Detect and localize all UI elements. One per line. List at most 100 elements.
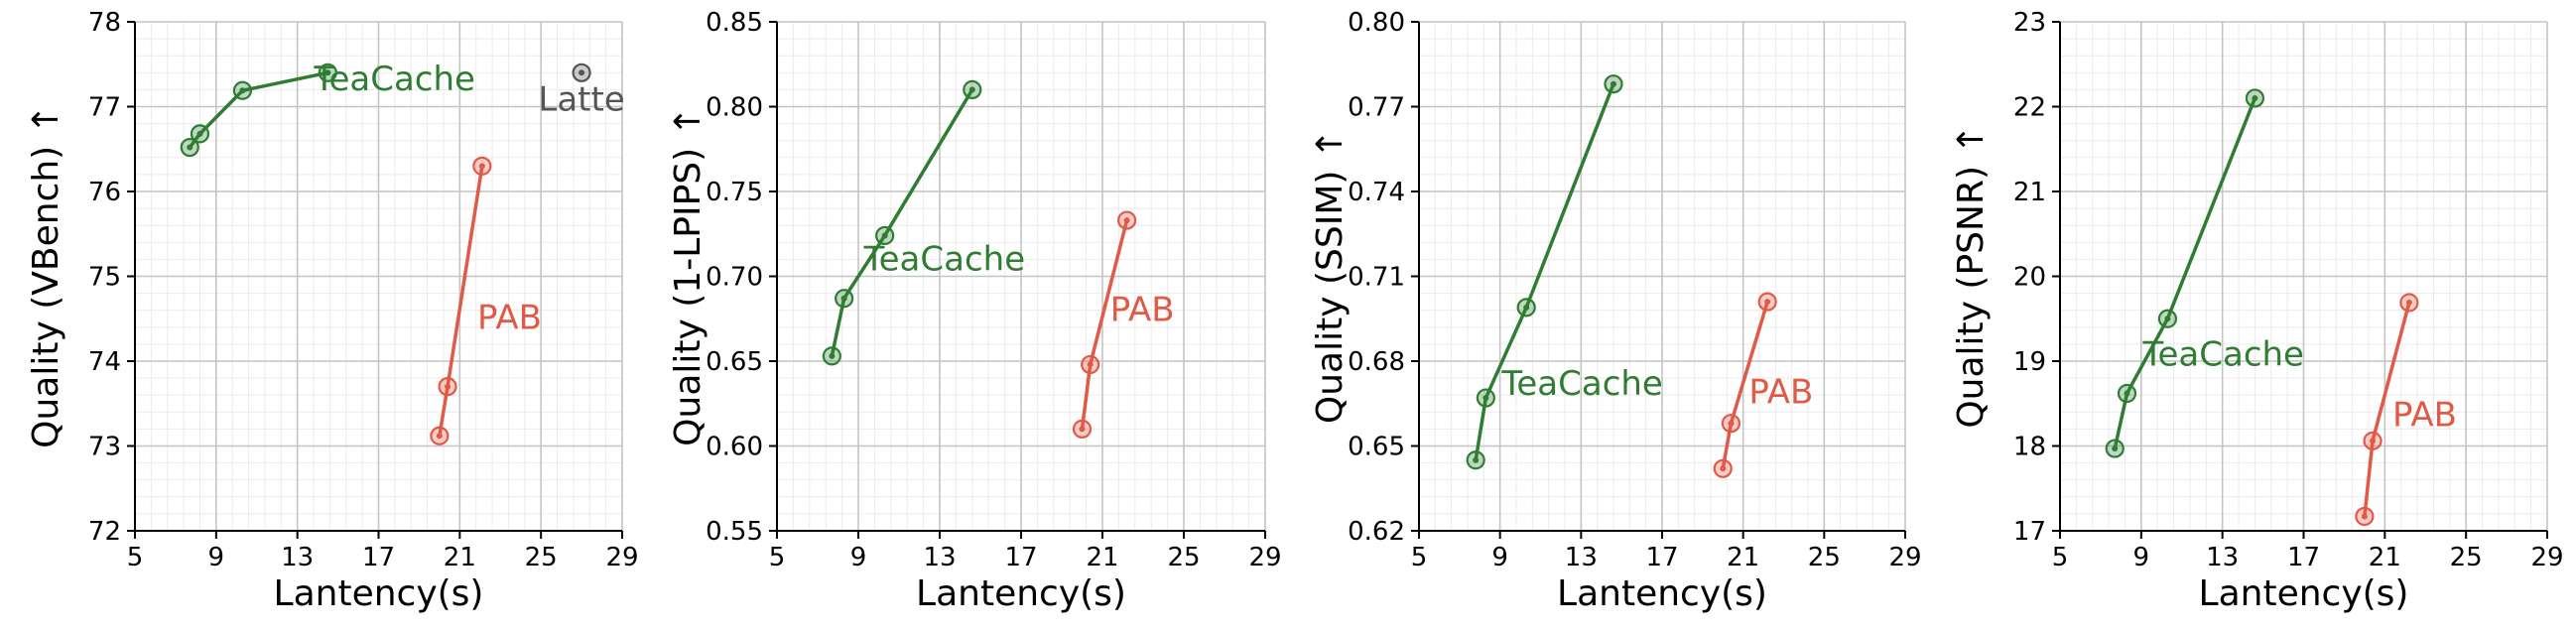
x-tick-label: 5 (2052, 543, 2069, 572)
x-tick-label: 13 (1565, 543, 1598, 572)
y-axis-label-text: Quality (1-LPIPS) (668, 136, 708, 445)
series-teacache: TeaCache (2105, 88, 2304, 458)
x-axis-label: Lantency(s) (2199, 573, 2409, 614)
x-tick-label: 21 (2369, 543, 2401, 572)
data-point-center (1482, 395, 1489, 402)
series-pab: PAB (1072, 210, 1175, 439)
data-point-center (829, 352, 836, 359)
y-axis-label: Quality (1-LPIPS) ↑ (668, 106, 708, 446)
y-tick-label: 20 (2013, 263, 2046, 293)
y-tick-label: 0.80 (706, 93, 763, 123)
y-tick-label: 0.85 (706, 8, 763, 38)
data-point-center (196, 130, 203, 137)
chart-panel-3: 5 9 13 17 21 25 29 0.62 0.65 0.68 0.71 0.74 0.77 0.80… (1310, 8, 1922, 614)
chart-panel-2: 5 9 13 17 21 25 29 0.55 0.60 0.65 0.70 0.75 0.80 0.85… (668, 8, 1282, 614)
data-point-center (1473, 456, 1480, 463)
x-axis-label: Lantency(s) (1557, 573, 1767, 614)
y-tick-label: 23 (2013, 8, 2046, 38)
x-tick-label: 5 (769, 543, 786, 572)
x-tick-label: 25 (525, 543, 558, 572)
data-point-center (445, 383, 451, 390)
chart-panel-4: 5 9 13 17 21 25 29 17 18 19 20 21 22 23 Lantency(s) Qua… (1951, 8, 2564, 614)
y-tick-label: 0.70 (706, 263, 763, 293)
y-axis-label-text: Quality (VBench) (26, 134, 66, 448)
y-tick-label: 0.55 (706, 517, 763, 547)
data-point-center (968, 86, 975, 93)
series-line (830, 88, 974, 357)
data-point-center (2164, 316, 2171, 322)
x-tick-label: 29 (2530, 543, 2563, 572)
y-tick-label: 21 (2013, 178, 2046, 207)
chart-panel-1: 5 9 13 17 21 25 29 72 73 74 75 76 77 78 Lantency(s) Qua… (26, 8, 639, 614)
y-tick-label: 18 (2013, 433, 2046, 462)
x-axis-label: Lantency(s) (274, 573, 484, 614)
y-axis-label: Quality (PSNR) ↑ (1951, 124, 1992, 428)
major-grid (134, 21, 623, 532)
y-axis-arrow: ↑ (1951, 124, 1992, 154)
series-pab: PAB (430, 156, 542, 445)
major-grid (1418, 21, 1906, 532)
series-line (2113, 97, 2257, 449)
data-point-center (881, 232, 888, 239)
x-tick-label: 17 (362, 543, 395, 572)
x-axis-label: Lantency(s) (916, 573, 1126, 614)
series-pab: PAB (1713, 292, 1813, 478)
data-point-center (1079, 426, 1086, 433)
y-tick-label: 0.65 (706, 347, 763, 377)
y-tick-label: 0.75 (706, 178, 763, 207)
x-tick-label: 9 (850, 543, 867, 572)
data-point-center (1087, 361, 1094, 368)
series-label-teacache: TeaCache (863, 240, 1025, 280)
x-tick-label: 29 (1888, 543, 1921, 572)
y-axis-arrow: ↑ (1310, 129, 1351, 159)
x-tick-label: 13 (2206, 543, 2239, 572)
x-tick-label: 21 (1086, 543, 1118, 572)
data-point-center (239, 87, 246, 94)
x-tick-label: 9 (2133, 543, 2150, 572)
x-tick-label: 29 (1248, 543, 1281, 572)
y-tick-label: 0.62 (1348, 517, 1405, 547)
data-point-center (1610, 80, 1616, 87)
y-axis-label: Quality (VBench) ↑ (26, 104, 66, 448)
x-tick-label: 17 (2287, 543, 2320, 572)
y-tick-label: 72 (88, 517, 121, 547)
y-axis-label-text: Quality (SSIM) (1310, 159, 1351, 424)
y-tick-label: 76 (88, 178, 121, 207)
data-point-center (1764, 299, 1771, 306)
data-point-center (2405, 300, 2412, 307)
y-tick-label: 19 (2013, 347, 2046, 377)
x-tick-label: 5 (127, 543, 144, 572)
x-tick-label: 29 (605, 543, 638, 572)
x-tick-label: 9 (1491, 543, 1508, 572)
series-label-pab: PAB (1110, 290, 1175, 329)
x-tick-label: 5 (1411, 543, 1428, 572)
series-label-pab: PAB (477, 299, 542, 338)
y-tick-label: 22 (2013, 93, 2046, 123)
data-point-center (2124, 390, 2130, 397)
point-label-latte: Latte (538, 79, 624, 119)
data-point-center (2112, 445, 2119, 452)
series-teacache: TeaCache (1466, 74, 1663, 470)
series-label-teacache: TeaCache (2142, 334, 2304, 374)
y-axis-arrow: ↑ (26, 104, 66, 134)
data-point-center (1728, 420, 1735, 427)
y-tick-label: 77 (88, 93, 121, 123)
series-label-pab: PAB (1748, 373, 1813, 413)
data-point-center (2252, 94, 2258, 101)
series-line (1474, 83, 1615, 461)
y-tick-label: 0.77 (1348, 93, 1405, 123)
y-tick-label: 78 (88, 8, 121, 38)
data-point-center (1123, 217, 1130, 224)
data-point-center (1720, 465, 1727, 472)
y-tick-label: 0.74 (1348, 178, 1405, 207)
series-line (188, 70, 328, 149)
y-tick-label: 74 (88, 347, 121, 377)
x-tick-label: 17 (1645, 543, 1678, 572)
x-tick-label: 25 (2450, 543, 2483, 572)
y-tick-label: 0.71 (1348, 263, 1405, 293)
x-tick-label: 13 (923, 543, 956, 572)
data-point-center (324, 69, 331, 76)
series-pab: PAB (2355, 293, 2457, 527)
major-grid (2059, 21, 2548, 532)
data-point-center (478, 163, 485, 170)
